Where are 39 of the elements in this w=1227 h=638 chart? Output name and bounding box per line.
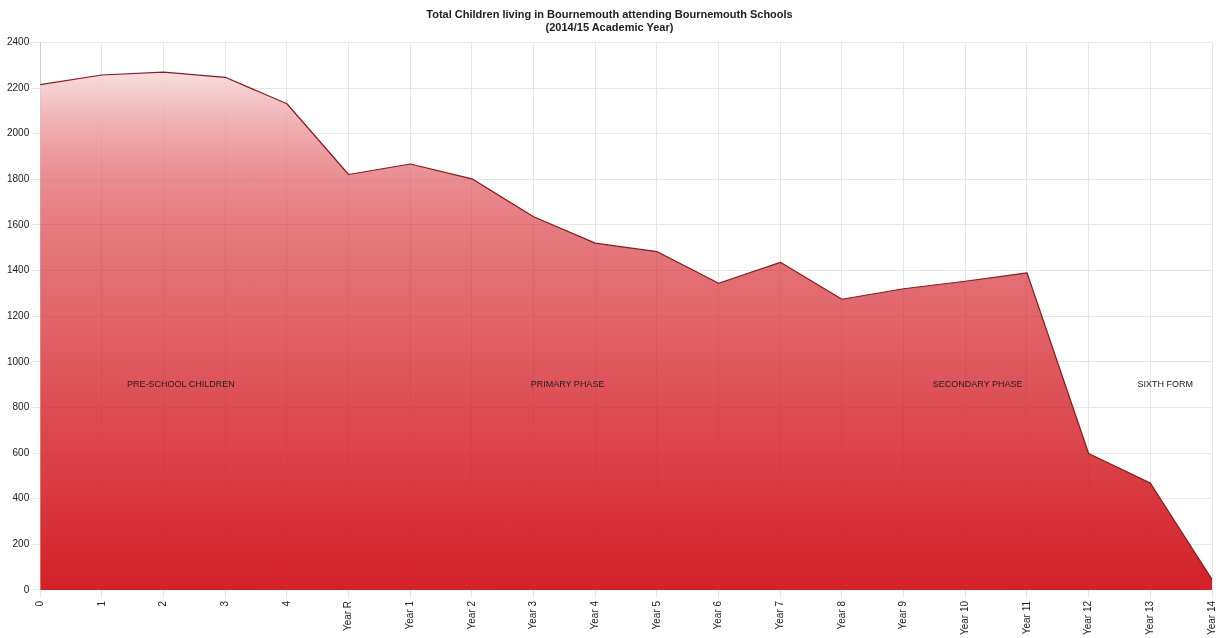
chart-title: Total Children living in Bournemouth attending Bournemouth Schools xyxy=(426,7,793,20)
x-tick-label: 3 xyxy=(219,600,231,607)
x-tick-label: Year 7 xyxy=(774,600,786,630)
x-tick-label: Year 2 xyxy=(465,600,477,630)
x-tick-label: 0 xyxy=(34,600,45,607)
x-tick-label: Year 12 xyxy=(1082,600,1094,635)
x-tick-label: Year 13 xyxy=(1144,600,1156,635)
annotation: SIXTH FORM xyxy=(1137,379,1193,390)
chart-subtitle: (2014/15 Academic Year) xyxy=(545,20,674,33)
y-tick-label: 1200 xyxy=(7,309,30,321)
x-tick-label: Year 10 xyxy=(959,600,971,635)
annotation: PRE-SCHOOL CHILDREN xyxy=(127,379,235,390)
x-tick-label: Year 14 xyxy=(1205,600,1217,635)
x-tick-label: Year 1 xyxy=(404,600,416,630)
y-tick-label: 600 xyxy=(12,446,30,458)
x-tick-label: Year 8 xyxy=(835,600,847,630)
y-tick-label: 1000 xyxy=(7,355,30,367)
y-tick-label: 1800 xyxy=(7,173,30,185)
x-tick-label: Year 6 xyxy=(712,600,724,630)
x-tick-label: 2 xyxy=(157,600,169,607)
y-tick-label: 200 xyxy=(12,538,30,550)
x-tick-label: Year 9 xyxy=(897,600,909,630)
y-tick-label: 0 xyxy=(23,583,30,595)
x-tick-label: Year R xyxy=(342,600,354,632)
annotation: PRIMARY PHASE xyxy=(530,379,605,390)
x-tick-label: Year 3 xyxy=(527,600,539,630)
y-tick-label: 400 xyxy=(12,492,30,504)
y-tick-label: 2000 xyxy=(7,127,30,139)
y-tick-label: 2400 xyxy=(7,36,30,48)
x-tick-label: Year 11 xyxy=(1020,600,1032,635)
y-tick-label: 1400 xyxy=(7,264,30,276)
annotation: SECONDARY PHASE xyxy=(932,379,1023,390)
y-tick-label: 800 xyxy=(12,401,30,413)
x-tick-label: 1 xyxy=(95,600,107,607)
x-tick-label: Year 4 xyxy=(589,600,601,630)
y-tick-label: 2200 xyxy=(7,81,30,93)
x-tick-label: Year 5 xyxy=(650,600,662,630)
y-tick-label: 1600 xyxy=(7,218,30,230)
x-tick-label: 4 xyxy=(280,600,292,607)
